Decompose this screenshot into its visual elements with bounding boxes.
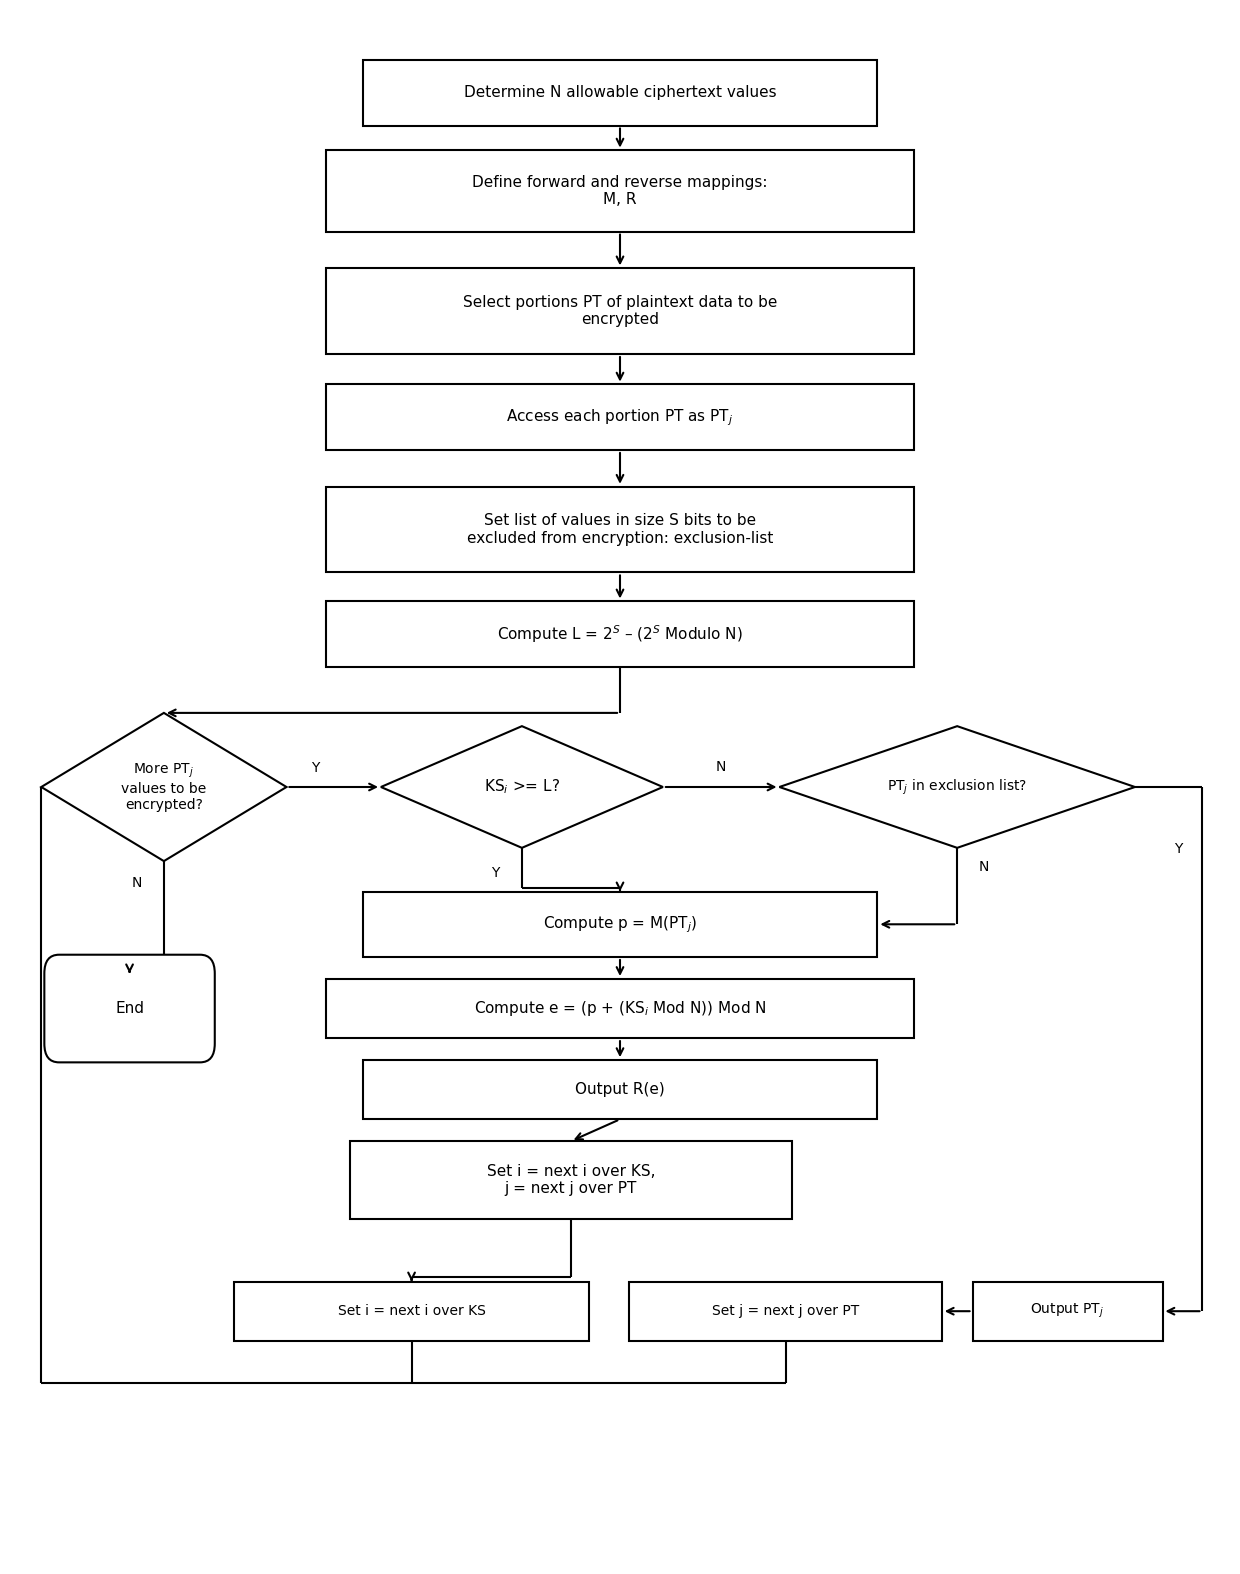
Text: Select portions PT of plaintext data to be
encrypted: Select portions PT of plaintext data to … bbox=[463, 294, 777, 327]
FancyBboxPatch shape bbox=[45, 955, 215, 1062]
Text: Output R(e): Output R(e) bbox=[575, 1083, 665, 1097]
FancyBboxPatch shape bbox=[350, 1141, 791, 1220]
Text: Compute p = M(PT$_j$): Compute p = M(PT$_j$) bbox=[543, 914, 697, 935]
FancyBboxPatch shape bbox=[326, 151, 914, 231]
Text: More PT$_j$
values to be
encrypted?: More PT$_j$ values to be encrypted? bbox=[122, 762, 207, 812]
Text: N: N bbox=[131, 877, 143, 889]
Text: Define forward and reverse mappings:
M, R: Define forward and reverse mappings: M, … bbox=[472, 175, 768, 208]
Text: Set list of values in size S bits to be
excluded from encryption: exclusion-list: Set list of values in size S bits to be … bbox=[466, 513, 774, 546]
Polygon shape bbox=[381, 726, 663, 848]
Text: N: N bbox=[978, 859, 990, 874]
FancyBboxPatch shape bbox=[362, 60, 878, 126]
Text: Y: Y bbox=[491, 866, 500, 880]
FancyBboxPatch shape bbox=[629, 1281, 942, 1341]
FancyBboxPatch shape bbox=[326, 486, 914, 573]
Text: KS$_i$ >= L?: KS$_i$ >= L? bbox=[484, 778, 560, 796]
FancyBboxPatch shape bbox=[972, 1281, 1163, 1341]
FancyBboxPatch shape bbox=[362, 1059, 878, 1119]
FancyBboxPatch shape bbox=[326, 268, 914, 354]
Text: Set i = next i over KS,
j = next j over PT: Set i = next i over KS, j = next j over … bbox=[487, 1163, 655, 1196]
Text: PT$_j$ in exclusion list?: PT$_j$ in exclusion list? bbox=[887, 778, 1027, 796]
Text: Access each portion PT as PT$_j$: Access each portion PT as PT$_j$ bbox=[506, 408, 734, 428]
FancyBboxPatch shape bbox=[234, 1281, 589, 1341]
Text: End: End bbox=[115, 1001, 144, 1017]
FancyBboxPatch shape bbox=[362, 891, 878, 957]
Text: Y: Y bbox=[1174, 842, 1182, 856]
FancyBboxPatch shape bbox=[326, 384, 914, 450]
Text: Set j = next j over PT: Set j = next j over PT bbox=[712, 1305, 859, 1317]
Polygon shape bbox=[780, 726, 1135, 848]
Text: Y: Y bbox=[311, 762, 320, 776]
FancyBboxPatch shape bbox=[326, 601, 914, 667]
Text: Output PT$_j$: Output PT$_j$ bbox=[1030, 1302, 1105, 1321]
Text: N: N bbox=[715, 760, 727, 774]
Text: Compute L = 2$^S$ – (2$^S$ Modulo N): Compute L = 2$^S$ – (2$^S$ Modulo N) bbox=[497, 623, 743, 645]
Text: Determine N allowable ciphertext values: Determine N allowable ciphertext values bbox=[464, 85, 776, 101]
Polygon shape bbox=[41, 713, 286, 861]
FancyBboxPatch shape bbox=[326, 979, 914, 1039]
Text: Set i = next i over KS: Set i = next i over KS bbox=[337, 1305, 486, 1317]
Text: Compute e = (p + (KS$_i$ Mod N)) Mod N: Compute e = (p + (KS$_i$ Mod N)) Mod N bbox=[474, 999, 766, 1018]
